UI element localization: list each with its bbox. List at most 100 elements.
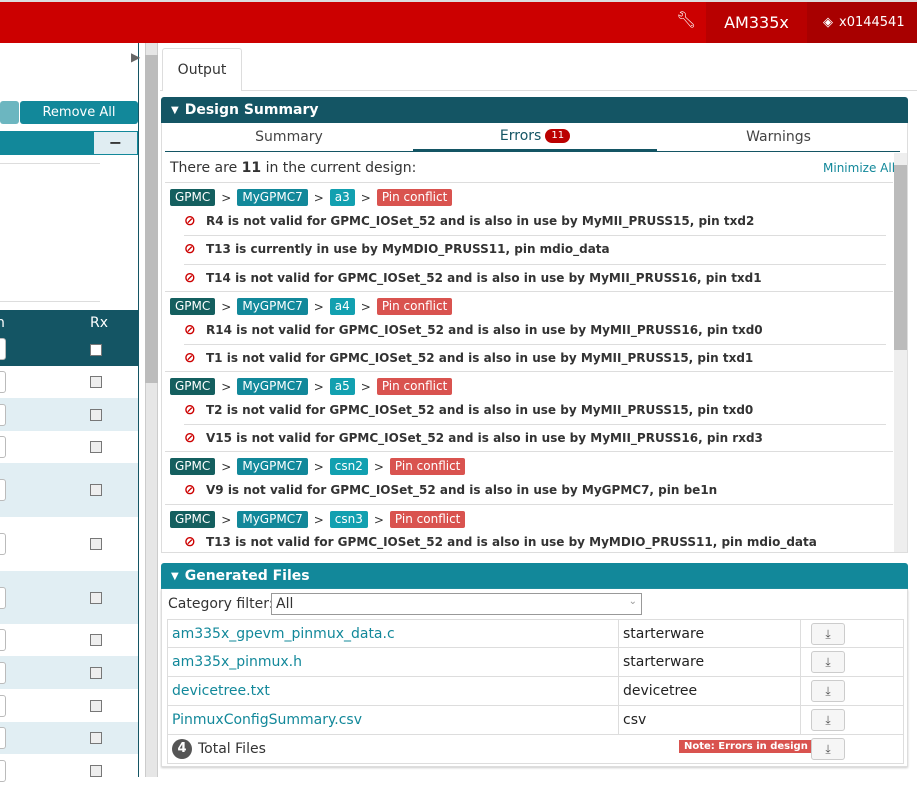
rx-checkbox[interactable] bbox=[90, 441, 102, 453]
collapse-button[interactable]: − bbox=[93, 131, 138, 155]
remove-all-button[interactable]: Remove All bbox=[20, 101, 138, 124]
column-rx: Rx bbox=[90, 315, 109, 331]
file-link[interactable]: am335x_gpevm_pinmux_data.c bbox=[172, 626, 395, 642]
error-item: ⊘ T14 is not valid for GPMC_IOSet_52 and … bbox=[184, 270, 762, 286]
table-row bbox=[0, 754, 138, 787]
download-icon[interactable]: ⤓ bbox=[811, 709, 845, 731]
row-input[interactable] bbox=[0, 759, 6, 782]
error-icon: ⊘ bbox=[184, 430, 196, 446]
crumb-module[interactable]: GPMC bbox=[170, 189, 216, 206]
tab-summary[interactable]: Summary bbox=[165, 123, 413, 152]
crumb-signal[interactable]: a5 bbox=[329, 378, 355, 395]
error-icon: ⊘ bbox=[184, 402, 196, 418]
download-icon[interactable]: ⤓ bbox=[811, 651, 845, 673]
rx-select-all-checkbox[interactable] bbox=[90, 344, 102, 356]
diamond-user-icon: ◈ bbox=[823, 15, 833, 30]
table-row bbox=[0, 571, 138, 624]
status-badge: Pin conflict bbox=[376, 378, 453, 395]
table-row bbox=[0, 689, 138, 722]
table-row bbox=[0, 656, 138, 689]
error-icon: ⊘ bbox=[184, 350, 196, 366]
crumb-instance[interactable]: MyGPMC7 bbox=[237, 378, 308, 395]
minimize-all-link[interactable]: Minimize All bbox=[823, 161, 896, 175]
crumb-signal[interactable]: csn2 bbox=[329, 458, 368, 475]
rx-checkbox[interactable] bbox=[90, 699, 102, 712]
rx-checkbox[interactable] bbox=[90, 538, 102, 550]
file-link[interactable]: devicetree.txt bbox=[172, 683, 270, 699]
design-summary-panel bbox=[161, 123, 908, 553]
file-link[interactable]: PinmuxConfigSummary.csv bbox=[172, 712, 362, 728]
left-panel bbox=[0, 43, 139, 777]
row-input[interactable] bbox=[0, 586, 6, 609]
row-input[interactable] bbox=[0, 629, 6, 651]
crumb-instance[interactable]: MyGPMC7 bbox=[237, 298, 308, 315]
rx-checkbox[interactable] bbox=[90, 591, 102, 604]
file-row: am335x_pinmux.h starterware ⤓ bbox=[167, 648, 904, 677]
download-all-icon[interactable]: ⤓ bbox=[811, 738, 845, 760]
generated-files-header[interactable]: ▼ Generated Files bbox=[161, 563, 908, 589]
crumb-signal[interactable]: csn3 bbox=[329, 511, 368, 528]
tab-output[interactable]: Output bbox=[162, 48, 242, 91]
row-input[interactable] bbox=[0, 436, 6, 458]
rx-checkbox[interactable] bbox=[90, 484, 102, 496]
tab-errors[interactable]: Errors 11 bbox=[413, 123, 657, 152]
group-bar[interactable] bbox=[0, 131, 93, 155]
wrench-icon[interactable]: 🔧︎ bbox=[676, 10, 697, 29]
table-row bbox=[0, 398, 138, 431]
crumb-module[interactable]: GPMC bbox=[170, 511, 216, 528]
rx-checkbox[interactable] bbox=[90, 408, 102, 421]
table-row bbox=[0, 624, 138, 656]
errors-intro: There are 11 in the current design: bbox=[170, 160, 417, 176]
rx-checkbox[interactable] bbox=[90, 764, 102, 777]
row-input[interactable] bbox=[0, 403, 6, 426]
error-item: ⊘ T1 is not valid for GPMC_IOSet_52 and i… bbox=[184, 350, 754, 366]
errors-scrollbar[interactable] bbox=[894, 153, 907, 552]
error-item: ⊘ T13 is currently in use by MyMDIO_PRUSS… bbox=[184, 241, 610, 257]
left-button[interactable] bbox=[0, 101, 19, 124]
rx-checkbox[interactable] bbox=[90, 732, 102, 744]
row-input[interactable] bbox=[0, 479, 6, 501]
download-icon[interactable]: ⤓ bbox=[811, 680, 845, 702]
crumb-instance[interactable]: MyGPMC7 bbox=[237, 458, 308, 475]
crumb-signal[interactable]: a4 bbox=[329, 298, 355, 315]
status-badge: Pin conflict bbox=[376, 298, 453, 315]
scrollbar-thumb[interactable] bbox=[145, 55, 158, 383]
error-item: ⊘ V15 is not valid for GPMC_IOSet_52 and … bbox=[184, 430, 763, 446]
error-icon: ⊘ bbox=[184, 534, 196, 550]
file-link[interactable]: am335x_pinmux.h bbox=[172, 654, 302, 670]
error-breadcrumb: GPMC > MyGPMC7 > a3 > Pin conflict bbox=[170, 189, 453, 206]
status-badge: Pin conflict bbox=[389, 511, 466, 528]
row-input[interactable] bbox=[0, 727, 6, 749]
user-menu[interactable]: ◈ x0144541 bbox=[807, 2, 917, 43]
crumb-instance[interactable]: MyGPMC7 bbox=[237, 189, 308, 206]
category-filter-select[interactable]: All ⌄ bbox=[271, 593, 642, 615]
crumb-instance[interactable]: MyGPMC7 bbox=[237, 511, 308, 528]
error-item: ⊘ R14 is not valid for GPMC_IOSet_52 and … bbox=[184, 322, 763, 338]
total-label: Total Files bbox=[198, 741, 266, 757]
chevron-down-icon: ⌄ bbox=[628, 596, 637, 607]
table-row bbox=[0, 517, 138, 571]
error-item: ⊘ V9 is not valid for GPMC_IOSet_52 and i… bbox=[184, 482, 718, 498]
error-item: ⊘ T13 is not valid for GPMC_IOSet_52 and … bbox=[184, 534, 817, 550]
rx-checkbox[interactable] bbox=[90, 634, 102, 646]
download-icon[interactable]: ⤓ bbox=[811, 623, 845, 645]
crumb-signal[interactable]: a3 bbox=[329, 189, 355, 206]
generated-files-title: Generated Files bbox=[184, 568, 310, 584]
error-icon: ⊘ bbox=[184, 482, 196, 498]
table-row bbox=[0, 722, 138, 754]
rx-checkbox[interactable] bbox=[90, 376, 102, 388]
row-input[interactable] bbox=[0, 371, 6, 393]
file-category: csv bbox=[623, 712, 647, 728]
tab-warnings[interactable]: Warnings bbox=[657, 123, 900, 152]
crumb-module[interactable]: GPMC bbox=[170, 298, 216, 315]
row-input[interactable] bbox=[0, 661, 6, 684]
row-input[interactable] bbox=[0, 533, 6, 555]
total-count-badge: 4 bbox=[172, 739, 192, 759]
crumb-module[interactable]: GPMC bbox=[170, 458, 216, 475]
design-summary-header[interactable]: ▼ Design Summary bbox=[161, 97, 908, 123]
row-input[interactable] bbox=[0, 694, 6, 717]
crumb-module[interactable]: GPMC bbox=[170, 378, 216, 395]
device-selector[interactable]: AM335x bbox=[706, 2, 807, 43]
rx-checkbox[interactable] bbox=[90, 666, 102, 679]
expand-arrow-icon[interactable]: ▶ bbox=[131, 50, 141, 64]
